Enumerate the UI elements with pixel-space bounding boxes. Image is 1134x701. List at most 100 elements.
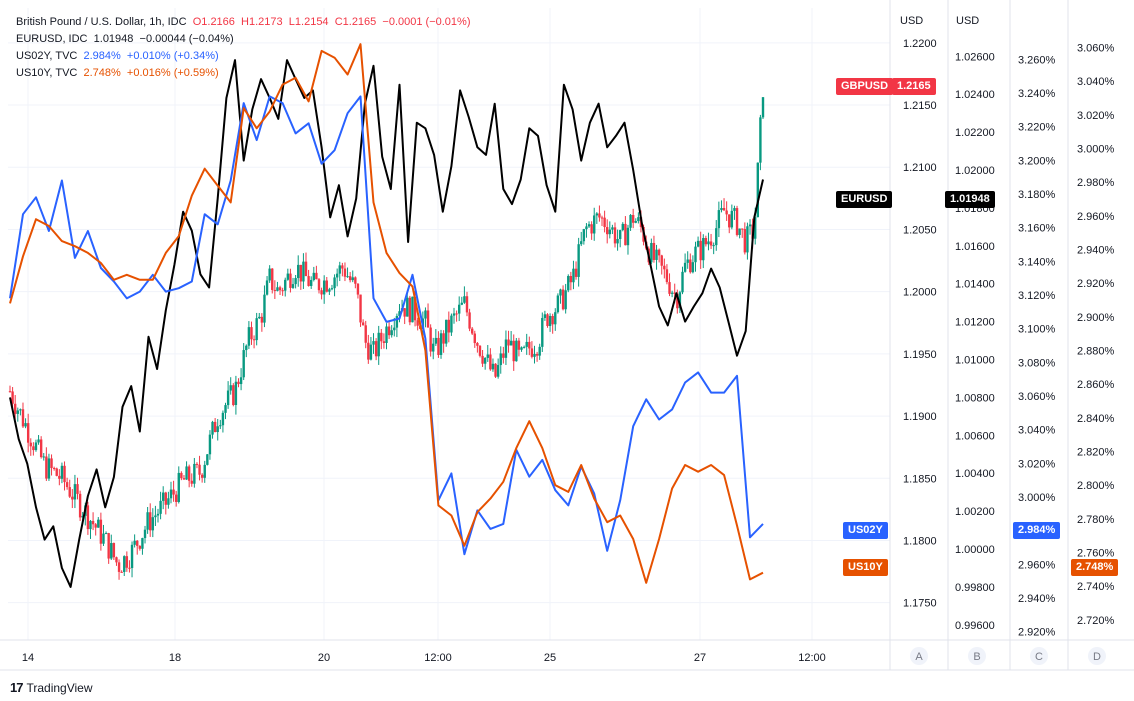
- candle-body: [208, 434, 212, 455]
- y-tick-label: 1.1750: [903, 598, 937, 610]
- legend-eurusd[interactable]: EURUSD, IDC 1.01948 −0.00044 (−0.04%): [16, 31, 471, 48]
- candle-body: [452, 313, 456, 316]
- candle-body: [437, 337, 440, 355]
- candle-body: [554, 312, 557, 325]
- legend-us02y[interactable]: US02Y, TVC 2.984% +0.010% (+0.34%): [16, 48, 471, 65]
- y-tick-label: 2.780%: [1077, 514, 1115, 526]
- candle-body: [728, 214, 731, 228]
- candle-body: [164, 492, 167, 505]
- candle-body: [533, 353, 536, 357]
- legend-high: 1.2173: [249, 16, 283, 28]
- y-tick-label: 1.00800: [955, 392, 995, 404]
- candle-body: [483, 357, 487, 364]
- y-tick-label: 2.760%: [1077, 547, 1115, 559]
- candle-body: [507, 339, 510, 346]
- tradingview-logo-icon: 17: [10, 680, 24, 695]
- candle-body: [686, 259, 689, 263]
- candle-body: [213, 421, 217, 433]
- legend-eurusd-name: EURUSD, IDC: [16, 33, 88, 45]
- tradingview-logo-text: TradingView: [26, 680, 93, 695]
- legend-gbpusd[interactable]: British Pound / U.S. Dollar, 1h, IDC O1.…: [16, 14, 471, 31]
- badge-us02y-label: US02Y: [843, 522, 888, 539]
- candle-body: [613, 227, 617, 244]
- candle-body: [81, 515, 84, 518]
- candle-body: [346, 276, 349, 278]
- candle-body: [559, 289, 562, 296]
- candle-body: [634, 221, 637, 223]
- candle-body: [86, 505, 90, 530]
- candle-body: [315, 272, 318, 280]
- candle-body: [580, 241, 583, 245]
- candle-body: [517, 340, 521, 350]
- y-tick-label: 3.020%: [1018, 458, 1056, 470]
- candle-body: [180, 472, 183, 479]
- candle-body: [606, 227, 609, 235]
- candle-body: [71, 496, 74, 500]
- candle-body: [374, 341, 378, 357]
- x-tick-label: 18: [169, 652, 181, 664]
- candle-body: [91, 520, 95, 525]
- candle-body: [304, 261, 308, 277]
- y-tick-label: 1.1800: [903, 535, 937, 547]
- candle-body: [99, 519, 103, 544]
- candle-body: [58, 475, 61, 479]
- candle-body: [699, 240, 702, 261]
- candle-body: [190, 480, 193, 484]
- y-tick-label: 0.99600: [955, 620, 995, 632]
- y-tick-label: 1.2000: [903, 287, 937, 299]
- candle-body: [520, 347, 523, 350]
- candle-body: [476, 343, 479, 346]
- candle-body: [743, 229, 747, 253]
- y-tick-label: 0.99800: [955, 582, 995, 594]
- candle-body: [299, 264, 303, 282]
- candle-body: [68, 487, 71, 497]
- candle-body: [709, 241, 713, 246]
- candle-body: [19, 409, 22, 411]
- candle-body: [393, 327, 396, 331]
- candle-body: [445, 319, 448, 344]
- candle-body: [494, 363, 497, 377]
- candle-body: [593, 215, 596, 234]
- candle-body: [486, 354, 489, 358]
- candle-body: [730, 210, 734, 228]
- candle-body: [748, 224, 752, 227]
- candle-body: [271, 268, 274, 290]
- candle-body: [369, 344, 373, 360]
- legend-us02y-change: +0.010% (+0.34%): [126, 50, 219, 62]
- candle-body: [16, 410, 19, 414]
- candle-body: [660, 255, 663, 266]
- legend-us10y-value: 2.748%: [83, 67, 121, 79]
- candle-body: [13, 403, 17, 414]
- candle-body: [761, 97, 765, 118]
- candle-body: [413, 296, 417, 321]
- candle-body: [177, 472, 180, 502]
- candle-body: [561, 289, 565, 310]
- x-tick-label: 25: [544, 652, 556, 664]
- candle-body: [260, 316, 264, 323]
- candle-body: [481, 355, 484, 364]
- tradingview-logo[interactable]: 17 TradingView: [10, 680, 93, 695]
- candle-body: [343, 268, 347, 277]
- candle-body: [237, 381, 240, 385]
- candle-body: [458, 304, 461, 314]
- candle-body: [141, 538, 144, 549]
- legend-us10y[interactable]: US10Y, TVC 2.748% +0.016% (+0.59%): [16, 65, 471, 82]
- y-tick-label: 2.880%: [1077, 346, 1115, 358]
- legend-us10y-change: +0.016% (+0.59%): [126, 67, 219, 79]
- candle-body: [631, 214, 635, 223]
- eurusd-line: [9, 59, 764, 588]
- candle-body: [546, 314, 549, 327]
- candle-body: [281, 290, 284, 292]
- y-tick-label: 2.740%: [1077, 581, 1115, 593]
- overlay-lines: [9, 43, 764, 588]
- candle-body: [543, 314, 547, 318]
- candle-body: [569, 275, 573, 283]
- candle-body: [548, 316, 552, 327]
- candle-body: [460, 302, 463, 305]
- candle-body: [291, 284, 295, 288]
- badge-us02y-value: 2.984%: [1013, 522, 1061, 539]
- y-tick-label: 3.040%: [1018, 425, 1056, 437]
- candle-body: [434, 337, 438, 344]
